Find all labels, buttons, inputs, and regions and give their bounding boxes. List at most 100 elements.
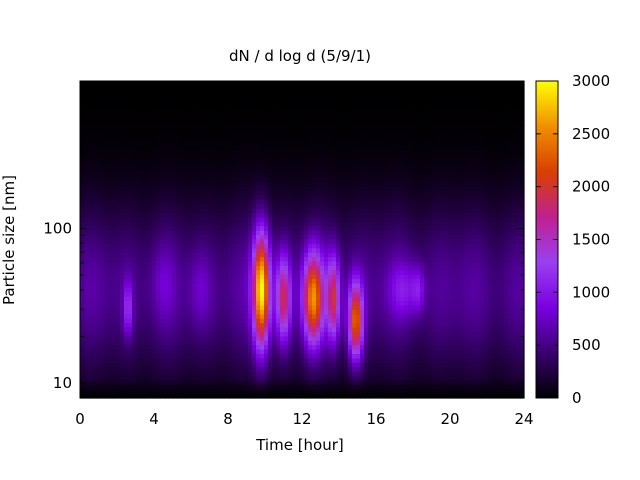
heatmap-cell bbox=[324, 265, 329, 271]
heatmap-cell bbox=[272, 270, 277, 276]
heatmap-cell bbox=[176, 111, 181, 117]
heatmap-cell bbox=[292, 151, 297, 157]
heatmap-cell bbox=[152, 362, 157, 368]
heatmap-cell bbox=[84, 287, 89, 293]
heatmap-cell bbox=[164, 274, 169, 280]
heatmap-cell bbox=[252, 147, 257, 153]
heatmap-cell bbox=[148, 217, 153, 223]
heatmap-cell bbox=[288, 173, 293, 179]
heatmap-cell bbox=[316, 85, 321, 91]
heatmap-cell bbox=[284, 336, 289, 342]
heatmap-cell bbox=[276, 371, 281, 377]
heatmap-cell bbox=[132, 116, 137, 122]
heatmap-cell bbox=[100, 345, 105, 351]
heatmap-cell bbox=[204, 226, 209, 232]
heatmap-cell bbox=[148, 177, 153, 183]
heatmap-cell bbox=[292, 305, 297, 311]
heatmap-cell bbox=[260, 226, 265, 232]
heatmap-cell bbox=[256, 226, 261, 232]
heatmap-cell bbox=[208, 230, 213, 236]
heatmap-cell bbox=[224, 160, 229, 166]
heatmap-cell bbox=[272, 296, 277, 302]
heatmap-cell bbox=[296, 380, 301, 386]
heatmap-cell bbox=[92, 243, 97, 249]
heatmap-cell bbox=[292, 261, 297, 267]
heatmap-cell bbox=[124, 111, 129, 117]
heatmap-cell bbox=[160, 274, 165, 280]
heatmap-cell bbox=[80, 213, 85, 219]
heatmap-cell bbox=[244, 235, 249, 241]
heatmap-cell bbox=[124, 349, 129, 355]
heatmap-cell bbox=[356, 89, 361, 95]
heatmap-cell bbox=[280, 111, 285, 117]
heatmap-cell bbox=[324, 274, 329, 280]
heatmap-cell bbox=[272, 340, 277, 346]
heatmap-cell bbox=[344, 230, 349, 236]
heatmap-cell bbox=[228, 292, 233, 298]
heatmap-cell bbox=[292, 98, 297, 104]
heatmap-cell bbox=[136, 309, 141, 315]
heatmap-cell bbox=[128, 389, 133, 395]
heatmap-cell bbox=[152, 138, 157, 144]
heatmap-cell bbox=[140, 393, 145, 399]
heatmap-cell bbox=[168, 252, 173, 258]
heatmap-cell bbox=[136, 81, 141, 86]
heatmap-cell bbox=[104, 226, 109, 232]
heatmap-cell bbox=[172, 336, 177, 342]
heatmap-cell bbox=[212, 226, 217, 232]
heatmap-cell bbox=[144, 120, 149, 126]
heatmap-cell bbox=[284, 292, 289, 298]
heatmap-cell bbox=[320, 261, 325, 267]
heatmap-cell bbox=[132, 389, 137, 395]
heatmap-cell bbox=[252, 257, 257, 263]
heatmap-cell bbox=[164, 270, 169, 276]
heatmap-cell bbox=[276, 257, 281, 263]
heatmap-cell bbox=[324, 287, 329, 293]
heatmap-cell bbox=[260, 191, 265, 197]
heatmap-cell bbox=[92, 292, 97, 298]
heatmap-cell bbox=[132, 358, 137, 364]
heatmap-cell bbox=[308, 261, 313, 267]
heatmap-cell bbox=[304, 261, 309, 267]
heatmap-cell bbox=[288, 195, 293, 201]
heatmap-cell bbox=[284, 191, 289, 197]
heatmap-cell bbox=[256, 103, 261, 109]
heatmap-cell bbox=[248, 270, 253, 276]
heatmap-cell bbox=[324, 345, 329, 351]
heatmap-cell bbox=[188, 239, 193, 245]
heatmap-cell bbox=[324, 353, 329, 359]
heatmap-cell bbox=[180, 292, 185, 298]
heatmap-cell bbox=[312, 213, 317, 219]
heatmap-cell bbox=[272, 89, 277, 95]
heatmap-cell bbox=[296, 235, 301, 241]
heatmap-cell bbox=[292, 177, 297, 183]
heatmap-cell bbox=[80, 257, 85, 263]
heatmap-cell bbox=[280, 309, 285, 315]
heatmap-cell bbox=[128, 371, 133, 377]
heatmap-cell bbox=[340, 243, 345, 249]
heatmap-cell bbox=[156, 270, 161, 276]
heatmap-cell bbox=[224, 323, 229, 329]
heatmap-cell bbox=[284, 120, 289, 126]
heatmap-cell bbox=[84, 261, 89, 267]
heatmap-cell bbox=[340, 283, 345, 289]
heatmap-cell bbox=[184, 98, 189, 104]
heatmap-cell bbox=[260, 160, 265, 166]
heatmap-cell bbox=[260, 151, 265, 157]
heatmap-cell bbox=[108, 155, 113, 161]
heatmap-cell bbox=[352, 177, 357, 183]
heatmap-cell bbox=[336, 120, 341, 126]
heatmap-cell bbox=[188, 327, 193, 333]
heatmap-cell bbox=[192, 349, 197, 355]
heatmap-cell bbox=[344, 239, 349, 245]
heatmap-cell bbox=[84, 230, 89, 236]
heatmap-cell bbox=[244, 125, 249, 131]
heatmap-cell bbox=[252, 283, 257, 289]
heatmap-cell bbox=[108, 208, 113, 214]
heatmap-cell bbox=[232, 191, 237, 197]
heatmap-cell bbox=[280, 331, 285, 337]
heatmap-cell bbox=[204, 393, 209, 399]
heatmap-cell bbox=[104, 182, 109, 188]
heatmap-cell bbox=[276, 164, 281, 170]
heatmap-cell bbox=[84, 103, 89, 109]
